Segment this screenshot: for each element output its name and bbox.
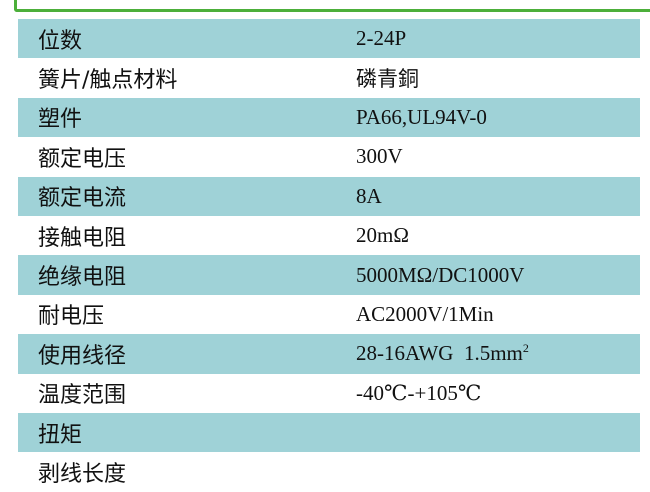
table-row: 耐电压 AC2000V/1Min bbox=[18, 295, 640, 334]
row-label: 额定电流 bbox=[38, 186, 127, 212]
row-value: PA66,UL94V-0 bbox=[356, 104, 487, 129]
row-label: 耐电压 bbox=[38, 304, 105, 330]
superscript: 2 bbox=[522, 341, 529, 356]
row-label: 温度范围 bbox=[38, 383, 127, 409]
row-label: 接触电阻 bbox=[38, 225, 127, 251]
row-value: 5000MΩ/DC1000V bbox=[356, 262, 525, 287]
table-row: 剥线长度 bbox=[18, 452, 640, 491]
table-row: 温度范围 -40℃-+105℃ bbox=[18, 374, 640, 413]
row-value: 28-16AWG 1.5mm2 bbox=[356, 341, 529, 366]
value-text: 28-16AWG 1.5mm bbox=[356, 341, 523, 366]
row-label: 簧片/触点材料 bbox=[38, 68, 178, 94]
row-label: 绝缘电阻 bbox=[38, 265, 127, 291]
table-row: 位数 2-24P bbox=[18, 19, 640, 59]
green-frame-border bbox=[14, 0, 650, 12]
row-label: 额定电压 bbox=[38, 146, 127, 172]
row-value: 磷青銅 bbox=[356, 67, 419, 92]
row-value: 8A bbox=[356, 183, 382, 208]
row-value: 2-24P bbox=[356, 26, 407, 51]
row-value: -40℃-+105℃ bbox=[356, 380, 482, 405]
row-value: AC2000V/1Min bbox=[356, 301, 494, 326]
spec-table: 位数 2-24P 簧片/触点材料 磷青銅 塑件 PA66,UL94V-0 额定电压 30… bbox=[18, 19, 640, 492]
row-label: 剥线长度 bbox=[38, 461, 127, 487]
table-row: 额定电流 8A bbox=[18, 176, 640, 216]
table-row: 额定电压 300V bbox=[18, 137, 640, 176]
row-label: 扭矩 bbox=[38, 422, 83, 448]
table-row: 塑件 PA66,UL94V-0 bbox=[18, 97, 640, 138]
row-label: 位数 bbox=[38, 28, 83, 54]
table-row: 扭矩 bbox=[18, 412, 640, 453]
table-row: 簧片/触点材料 磷青銅 bbox=[18, 58, 640, 97]
table-row: 接触电阻 20mΩ bbox=[18, 216, 640, 255]
row-value: 20mΩ bbox=[356, 223, 409, 248]
table-row: 绝缘电阻 5000MΩ/DC1000V bbox=[18, 255, 640, 295]
table-row: 使用线径 28-16AWG 1.5mm2 bbox=[18, 334, 640, 374]
row-label: 塑件 bbox=[38, 107, 83, 133]
row-label: 使用线径 bbox=[38, 343, 127, 369]
row-value: 300V bbox=[356, 144, 403, 169]
